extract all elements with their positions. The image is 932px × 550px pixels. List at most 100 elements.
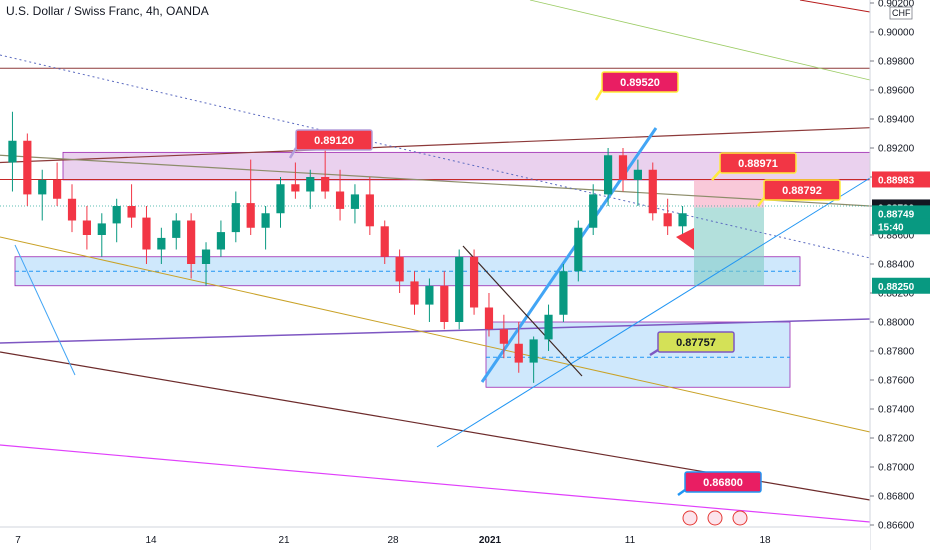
annotation-pointer xyxy=(594,89,604,101)
candle xyxy=(67,184,77,233)
candle-body xyxy=(23,140,32,195)
candle xyxy=(678,206,687,235)
price-tag-text: 0.88983 xyxy=(878,175,915,186)
flag-event-icon xyxy=(707,510,723,526)
candle xyxy=(53,162,62,206)
candle-body xyxy=(365,194,374,227)
candle xyxy=(97,213,106,257)
candle xyxy=(350,184,360,224)
candle xyxy=(157,227,166,264)
candle-body xyxy=(574,227,583,272)
candle-body xyxy=(201,249,211,264)
candle-body xyxy=(53,179,62,199)
price-tag-bg xyxy=(872,218,930,235)
candle-body xyxy=(559,271,568,315)
candle-body xyxy=(38,179,47,195)
annotation-label: 0.89520 xyxy=(594,71,679,101)
annotation-box xyxy=(763,179,841,201)
price-tick-label: 0.88600 xyxy=(878,231,915,242)
candle xyxy=(112,198,121,243)
candle-body xyxy=(440,285,449,322)
time-tick-label: 18 xyxy=(759,535,771,546)
candle xyxy=(425,278,434,322)
candle xyxy=(23,133,32,206)
price-tick-label: 0.89200 xyxy=(878,144,915,155)
candle-body xyxy=(678,213,687,227)
price-tag: 0.88983 xyxy=(872,171,930,188)
currency-label-border xyxy=(889,6,913,20)
annotation-pointer xyxy=(677,488,686,497)
candle-body xyxy=(82,220,91,235)
annotation-text: 0.87757 xyxy=(676,337,716,349)
green-top-line xyxy=(529,0,871,81)
candle-body xyxy=(395,256,404,282)
candle xyxy=(529,336,538,383)
candle-body xyxy=(291,184,300,192)
time-tick-label: 21 xyxy=(278,535,290,546)
candle-body xyxy=(425,285,434,305)
candle xyxy=(604,148,613,206)
candle xyxy=(544,304,553,351)
candle-body xyxy=(335,191,345,209)
candle-body xyxy=(380,226,389,257)
candle-body xyxy=(187,220,196,264)
candle xyxy=(484,293,494,337)
annotation-pointer xyxy=(757,197,765,207)
candle-body xyxy=(172,220,181,238)
candle-body xyxy=(216,232,226,250)
candle xyxy=(633,159,642,206)
time-tick-label: 28 xyxy=(387,535,399,546)
candle-body xyxy=(633,169,642,180)
flag-event-icon xyxy=(732,510,748,526)
candle xyxy=(559,264,568,322)
price-tick-label: 0.87400 xyxy=(878,405,915,416)
annotation-pointer xyxy=(288,147,298,159)
annotation-pointer xyxy=(649,348,659,357)
candle-body xyxy=(261,213,270,228)
candle xyxy=(455,249,464,330)
candle xyxy=(187,213,196,279)
candle-body xyxy=(469,256,479,308)
price-axis xyxy=(870,0,932,550)
candle xyxy=(469,249,479,315)
candle-body xyxy=(246,203,255,228)
price-tick-label: 0.87600 xyxy=(878,376,915,387)
annotation-box xyxy=(295,129,373,151)
candle-body xyxy=(499,329,508,344)
candle-body xyxy=(455,256,464,322)
purple-upper-line xyxy=(0,318,871,344)
candle-body xyxy=(321,177,330,192)
candle-body xyxy=(112,206,121,224)
candle-body xyxy=(142,217,151,250)
annotation-label: 0.88971 xyxy=(711,152,797,181)
annotation-text: 0.89520 xyxy=(620,77,660,89)
price-tag: 0.88250 xyxy=(872,277,930,294)
annotation-box xyxy=(601,71,679,93)
magenta-bottom-line xyxy=(0,444,871,523)
take-profit-box xyxy=(694,207,764,286)
price-tick-label: 0.87000 xyxy=(878,463,915,474)
candle xyxy=(38,169,47,221)
blue-left-line xyxy=(14,244,76,376)
candle xyxy=(663,198,672,235)
candle-body xyxy=(529,339,538,363)
candle-body xyxy=(306,177,315,192)
candle-body xyxy=(604,155,613,195)
dotted-descending-line xyxy=(0,54,871,259)
price-tick-label: 0.89800 xyxy=(878,57,915,68)
candle-body xyxy=(514,343,523,363)
annotation-box xyxy=(719,152,797,174)
time-tick-label: 14 xyxy=(145,535,157,546)
price-tag-bg xyxy=(872,171,930,188)
dark-descending-trendline xyxy=(462,245,583,377)
annotation-label: 0.86800 xyxy=(677,471,762,497)
candle xyxy=(380,220,389,264)
resistance-trendline xyxy=(0,127,871,164)
candle xyxy=(365,177,374,235)
price-tick-label: 0.87800 xyxy=(878,347,915,358)
price-tick-label: 0.89400 xyxy=(878,115,915,126)
candle-body xyxy=(544,314,553,340)
price-tag-text: 0.88250 xyxy=(878,282,915,293)
price-tick-label: 0.88400 xyxy=(878,260,915,271)
